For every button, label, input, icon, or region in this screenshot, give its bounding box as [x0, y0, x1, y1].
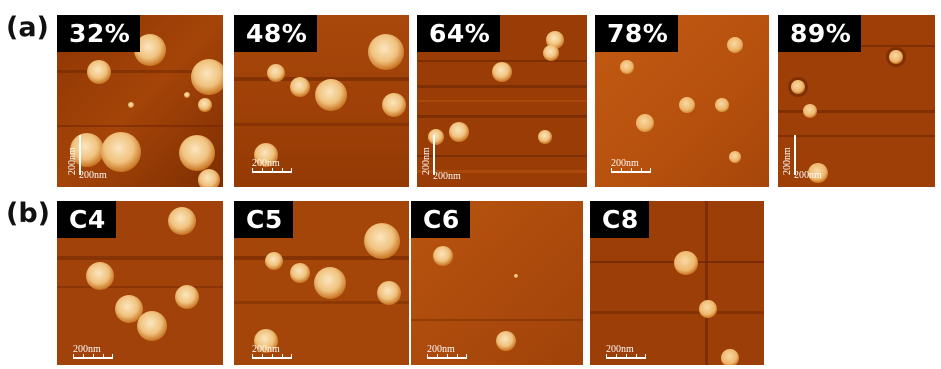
- afm-panel-89: 89% 200nm 200nm: [778, 15, 935, 187]
- label-tag: 48%: [234, 15, 318, 52]
- scale-label: 200nm: [73, 344, 101, 355]
- scale-label: 200nm: [421, 147, 432, 175]
- scale-label: 200nm: [606, 344, 634, 355]
- scale-label: 200nm: [252, 344, 280, 355]
- afm-panel-64: 64% 200nm 200nm: [417, 15, 587, 187]
- row-a-label: (a): [6, 12, 49, 43]
- label-tag: C5: [234, 201, 293, 238]
- afm-panel-c5: C5 200nm: [234, 201, 409, 365]
- afm-panel-c8: C8 200nm: [590, 201, 764, 365]
- label-tag: 89%: [778, 15, 862, 52]
- scale-label: 200nm: [782, 147, 793, 175]
- scale-label: 200nm: [79, 170, 107, 181]
- scale-label: 200nm: [794, 170, 822, 181]
- label-tag: C6: [411, 201, 470, 238]
- label-tag: C4: [57, 201, 116, 238]
- row-b-label: (b): [6, 198, 51, 229]
- afm-panel-c6: C6 200nm: [411, 201, 583, 365]
- scale-label: 200nm: [67, 147, 78, 175]
- label-tag: 78%: [595, 15, 679, 52]
- afm-panel-78: 78% 200nm: [595, 15, 769, 187]
- afm-panel-c4: C4 200nm: [57, 201, 223, 365]
- label-tag: C8: [590, 201, 649, 238]
- scale-label: 200nm: [427, 344, 455, 355]
- scale-label: 200nm: [611, 158, 639, 169]
- scale-label: 200nm: [252, 158, 280, 169]
- scale-label: 200nm: [433, 171, 461, 182]
- label-tag: 64%: [417, 15, 501, 52]
- afm-panel-48: 48% 200nm: [234, 15, 409, 187]
- label-tag: 32%: [57, 15, 141, 52]
- afm-panel-32: 32% 200nm 200nm: [57, 15, 223, 187]
